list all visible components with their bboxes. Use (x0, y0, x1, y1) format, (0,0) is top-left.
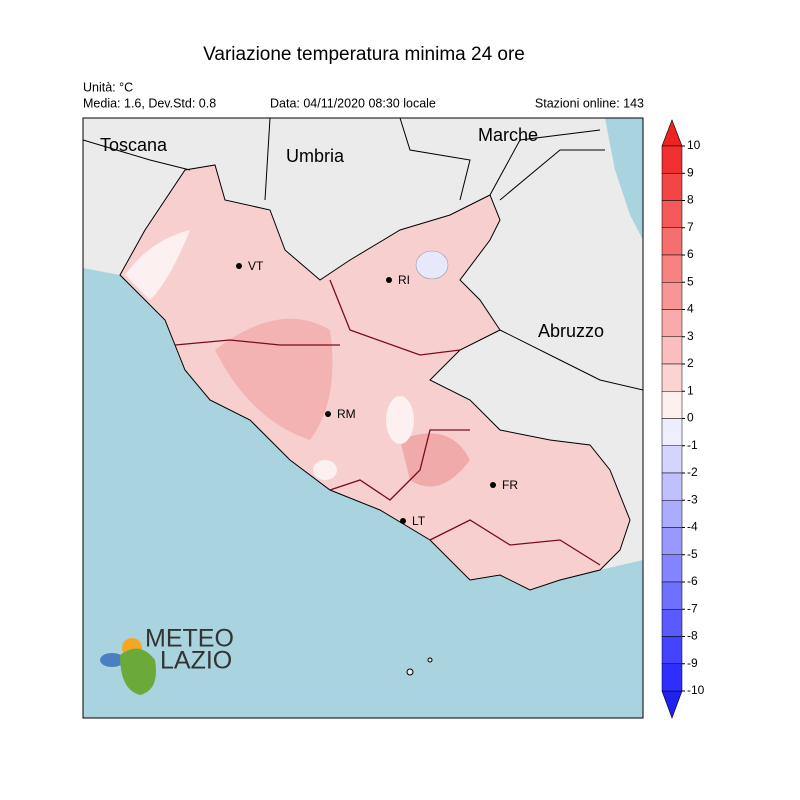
region-shape (120, 648, 156, 695)
color-bin (661, 254, 683, 283)
tick-label: -8 (687, 629, 698, 643)
tick-label: 0 (687, 411, 694, 425)
tick-label: -1 (687, 438, 698, 452)
region-label: Abruzzo (538, 321, 604, 341)
city-label: RM (337, 407, 356, 421)
cloud (100, 653, 124, 667)
tick-label: -4 (687, 520, 698, 534)
city-dot (386, 277, 392, 283)
tick-label: 2 (687, 356, 694, 370)
cool-patch (386, 396, 414, 444)
color-bin (661, 336, 683, 365)
tick-label: -7 (687, 601, 698, 615)
city-label: LT (412, 514, 426, 528)
color-bin (661, 282, 683, 310)
city-dot (325, 411, 331, 417)
color-bin (661, 227, 683, 256)
frame (82, 117, 644, 719)
tick-label: -6 (687, 574, 698, 588)
date: Data: 04/11/2020 08:30 locale (270, 96, 436, 110)
color-bin (661, 200, 683, 228)
tick-label: 3 (687, 329, 694, 343)
color-bin (661, 173, 683, 201)
city-label: RI (398, 273, 410, 287)
color-bin (661, 418, 683, 446)
city-dot (490, 482, 496, 488)
color-bin (661, 472, 683, 501)
unit: Unità: °C (83, 80, 133, 94)
tick-label: -9 (687, 656, 698, 670)
tick-label: 8 (687, 193, 694, 207)
map-area (83, 118, 643, 718)
island (406, 668, 414, 676)
tick-label: -5 (687, 547, 698, 561)
city-label: VT (248, 259, 264, 273)
color-bin (661, 554, 683, 583)
cool-patch (415, 250, 449, 280)
region-label: Marche (478, 125, 538, 145)
color-bin (661, 145, 683, 174)
lazio (119, 164, 631, 591)
region-border (83, 118, 643, 391)
color-bin (661, 445, 683, 474)
province-border (174, 279, 601, 566)
logo-text: METEO (145, 625, 234, 653)
tick-label: 9 (687, 165, 694, 179)
city-label: FR (502, 478, 518, 492)
logo-icon (100, 638, 156, 695)
region-label: Toscana (100, 135, 168, 155)
logo-text: LAZIO (160, 647, 232, 675)
tick-label: -10 (687, 683, 705, 697)
tick-label: -3 (687, 492, 698, 506)
color-bin (661, 609, 683, 637)
over-arrow (661, 119, 683, 147)
island (427, 657, 433, 663)
stats: Media: 1.6, Dev.Std: 0.8 (83, 96, 216, 110)
title: Variazione temperatura minima 24 ore (203, 44, 525, 65)
tick-label: 4 (687, 302, 694, 316)
color-bin (661, 581, 683, 610)
color-bin (661, 663, 683, 692)
under-arrow (661, 690, 683, 719)
tick-label: 5 (687, 274, 694, 288)
city-dot (236, 263, 242, 269)
stations: Stazioni online: 143 (535, 96, 644, 110)
sea (83, 268, 643, 718)
tick-label: 1 (687, 383, 694, 397)
adriatic (605, 118, 643, 240)
color-bin (661, 309, 683, 337)
color-bin (661, 363, 683, 392)
color-bin (661, 527, 683, 555)
tick-label: 10 (687, 138, 701, 152)
tick-label: 6 (687, 247, 694, 261)
cool-patch (125, 230, 190, 300)
tick-label: 7 (687, 220, 694, 234)
city-dot (400, 518, 406, 524)
cool-patch (313, 460, 337, 480)
region-label: Umbria (286, 146, 345, 166)
warm-patch (215, 318, 333, 440)
color-bin (661, 500, 683, 528)
color-bin (661, 391, 683, 419)
color-bin (661, 636, 683, 664)
tick-label: -2 (687, 465, 698, 479)
